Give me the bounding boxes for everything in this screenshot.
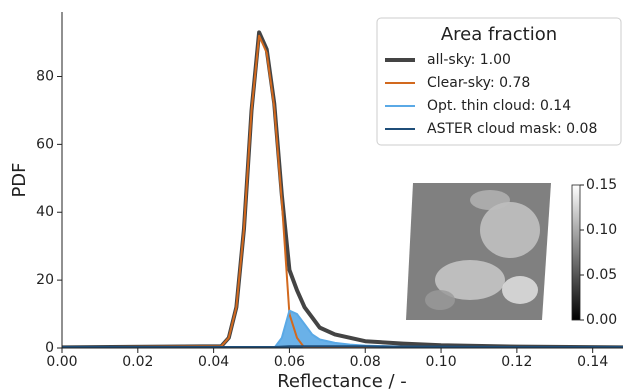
x-tick-label: 0.14 [577, 354, 608, 370]
legend-label: Opt. thin cloud: 0.14 [427, 98, 571, 114]
legend-title: Area fraction [441, 24, 557, 45]
x-tick-label: 0.12 [501, 354, 532, 370]
chart: Reflectance / - PDF 0204060800.000.020.0… [0, 0, 623, 390]
x-tick-label: 0.02 [122, 354, 153, 370]
legend-label: ASTER cloud mask: 0.08 [427, 121, 597, 137]
legend-label: all-sky: 1.00 [427, 52, 511, 68]
y-tick-label: 20 [36, 272, 54, 288]
x-tick-label: 0.06 [274, 354, 305, 370]
colorbar-tick-label: 0.15 [586, 177, 617, 193]
y-axis-label: PDF [9, 162, 30, 197]
x-tick-label: 0.00 [46, 354, 77, 370]
colorbar [572, 185, 580, 320]
x-tick-label: 0.10 [425, 354, 456, 370]
colorbar-tick-label: 0.05 [586, 267, 617, 283]
inset-image [406, 183, 551, 320]
line [62, 346, 623, 347]
x-tick-label: 0.04 [198, 354, 229, 370]
colorbar-tick-label: 0.00 [586, 312, 617, 328]
y-tick-label: 60 [36, 136, 54, 152]
x-tick-label: 0.08 [350, 354, 381, 370]
x-axis-label: Reflectance / - [277, 371, 407, 390]
y-tick-label: 80 [36, 68, 54, 84]
y-tick-label: 40 [36, 204, 54, 220]
colorbar-tick-label: 0.10 [586, 222, 617, 238]
legend-label: Clear-sky: 0.78 [427, 75, 530, 91]
